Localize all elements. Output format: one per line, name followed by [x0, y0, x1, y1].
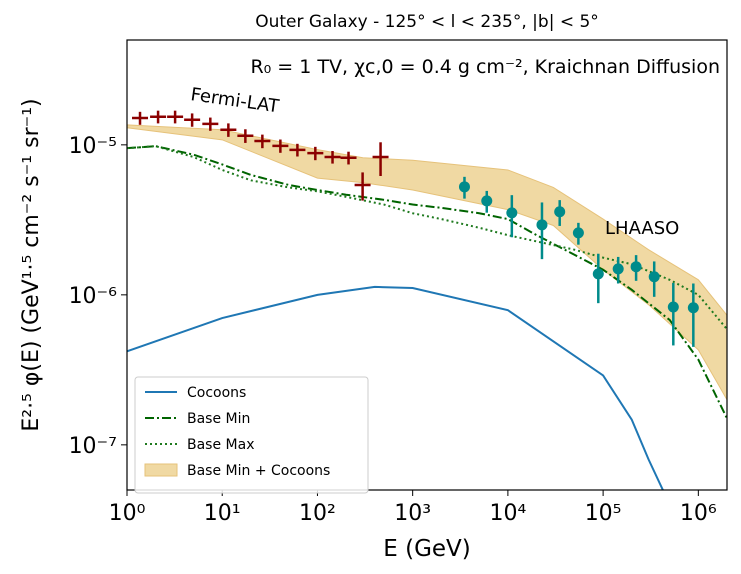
point	[667, 301, 679, 313]
x-tick-label: 10⁶	[680, 501, 717, 526]
point	[630, 261, 642, 273]
point	[592, 268, 604, 280]
point	[481, 195, 493, 207]
annotation: R₀ = 1 TV, χc,0 = 0.4 g cm⁻², Kraichnan …	[250, 56, 720, 78]
series-annotation: Fermi-LAT	[189, 84, 281, 117]
chart-title: Outer Galaxy - 125° < l < 235°, |b| < 5°	[255, 12, 599, 32]
x-tick-label: 10²	[299, 501, 336, 526]
band	[127, 124, 727, 401]
point	[648, 271, 660, 283]
point	[458, 181, 470, 193]
series-annotation: LHAASO	[605, 218, 679, 239]
point	[687, 302, 699, 314]
legend-swatch	[144, 463, 178, 477]
legend-box	[134, 376, 369, 494]
point	[612, 263, 624, 275]
x-tick-label: 10⁰	[109, 501, 146, 526]
legend-label: Base Min	[187, 411, 250, 427]
y-tick-label: 10⁻⁷	[69, 434, 117, 459]
point	[572, 227, 584, 239]
x-tick-label: 10⁵	[585, 501, 622, 526]
point	[536, 219, 548, 231]
plot-area	[127, 110, 727, 490]
legend-label: Base Min + Cocoons	[187, 463, 330, 479]
line	[127, 285, 664, 490]
x-axis-label: E (GeV)	[383, 536, 471, 562]
x-tick-label: 10⁴	[489, 501, 526, 526]
y-tick-label: 10⁻⁶	[69, 284, 118, 309]
y-tick-label: 10⁻⁵	[69, 134, 117, 159]
line	[127, 145, 727, 419]
point	[554, 206, 566, 218]
point	[506, 207, 518, 219]
x-tick-label: 10¹	[204, 501, 241, 526]
x-tick-label: 10³	[394, 501, 431, 526]
legend-label: Cocoons	[187, 385, 246, 401]
plot-frame	[126, 39, 728, 491]
legend-label: Base Max	[187, 437, 254, 453]
y-axis-label: E²·⁵ φ(E) (GeV¹·⁵ cm⁻² s⁻¹ sr⁻¹)	[19, 98, 44, 431]
